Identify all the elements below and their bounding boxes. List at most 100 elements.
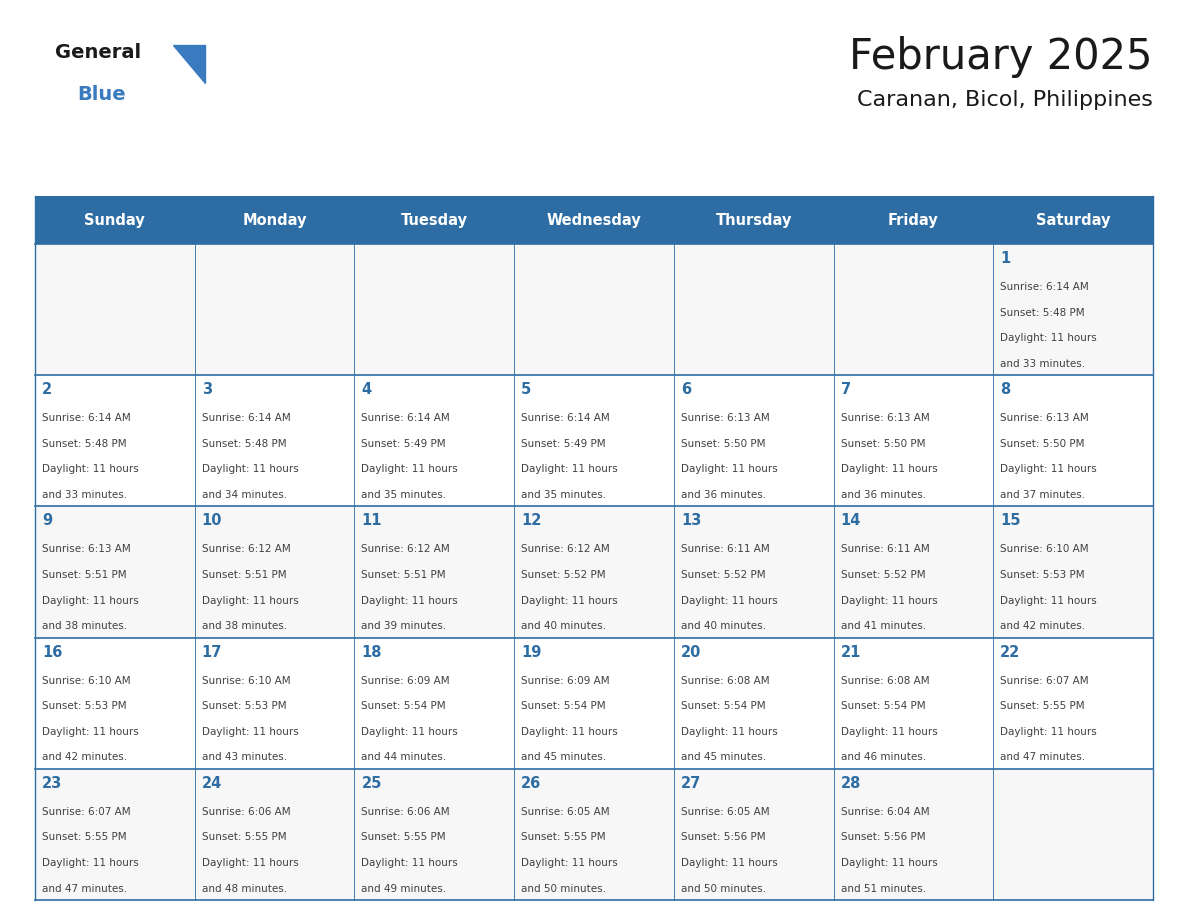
Text: Wednesday: Wednesday — [546, 212, 642, 228]
Text: Sunset: 5:52 PM: Sunset: 5:52 PM — [841, 570, 925, 580]
Text: Sunset: 5:55 PM: Sunset: 5:55 PM — [1000, 701, 1085, 711]
Bar — [354, 638, 514, 768]
Text: General: General — [55, 43, 141, 62]
Text: Sunset: 5:55 PM: Sunset: 5:55 PM — [522, 833, 606, 843]
Text: Sunset: 5:52 PM: Sunset: 5:52 PM — [681, 570, 765, 580]
Text: Sunset: 5:51 PM: Sunset: 5:51 PM — [42, 570, 127, 580]
Text: Sunrise: 6:08 AM: Sunrise: 6:08 AM — [841, 676, 929, 686]
Text: Daylight: 11 hours: Daylight: 11 hours — [202, 465, 298, 475]
Text: Sunrise: 6:08 AM: Sunrise: 6:08 AM — [681, 676, 770, 686]
Text: Sunset: 5:48 PM: Sunset: 5:48 PM — [1000, 308, 1085, 318]
Text: Sunset: 5:54 PM: Sunset: 5:54 PM — [841, 701, 925, 711]
Bar — [834, 375, 993, 507]
Text: Sunrise: 6:13 AM: Sunrise: 6:13 AM — [1000, 413, 1089, 423]
Polygon shape — [173, 45, 206, 83]
Bar — [354, 375, 514, 507]
Text: Tuesday: Tuesday — [400, 212, 468, 228]
Text: Sunset: 5:50 PM: Sunset: 5:50 PM — [1000, 439, 1085, 449]
Text: Daylight: 11 hours: Daylight: 11 hours — [202, 858, 298, 868]
Text: Sunset: 5:56 PM: Sunset: 5:56 PM — [841, 833, 925, 843]
Bar — [514, 375, 674, 507]
Bar — [195, 196, 354, 244]
Text: Daylight: 11 hours: Daylight: 11 hours — [841, 858, 937, 868]
Text: Sunset: 5:48 PM: Sunset: 5:48 PM — [42, 439, 127, 449]
Text: 25: 25 — [361, 776, 381, 790]
Text: and 33 minutes.: and 33 minutes. — [1000, 359, 1086, 369]
Text: Daylight: 11 hours: Daylight: 11 hours — [522, 465, 618, 475]
Text: and 40 minutes.: and 40 minutes. — [522, 621, 606, 632]
Bar — [834, 638, 993, 768]
Text: 26: 26 — [522, 776, 542, 790]
Text: Daylight: 11 hours: Daylight: 11 hours — [1000, 727, 1097, 737]
Text: Daylight: 11 hours: Daylight: 11 hours — [681, 596, 778, 606]
Bar — [514, 768, 674, 900]
Text: Sunset: 5:53 PM: Sunset: 5:53 PM — [1000, 570, 1085, 580]
Bar — [674, 507, 834, 638]
Text: Sunset: 5:55 PM: Sunset: 5:55 PM — [361, 833, 446, 843]
Text: Sunset: 5:54 PM: Sunset: 5:54 PM — [361, 701, 446, 711]
Bar — [834, 507, 993, 638]
Text: 8: 8 — [1000, 382, 1011, 397]
Text: and 47 minutes.: and 47 minutes. — [42, 883, 127, 893]
Bar — [354, 768, 514, 900]
Text: Daylight: 11 hours: Daylight: 11 hours — [681, 858, 778, 868]
Text: and 35 minutes.: and 35 minutes. — [522, 490, 606, 500]
Bar — [993, 244, 1154, 375]
Text: Sunrise: 6:06 AM: Sunrise: 6:06 AM — [361, 807, 450, 817]
Bar — [674, 375, 834, 507]
Bar — [514, 196, 674, 244]
Bar — [514, 244, 674, 375]
Text: and 35 minutes.: and 35 minutes. — [361, 490, 447, 500]
Text: Sunset: 5:49 PM: Sunset: 5:49 PM — [361, 439, 446, 449]
Text: Sunset: 5:52 PM: Sunset: 5:52 PM — [522, 570, 606, 580]
Text: and 36 minutes.: and 36 minutes. — [841, 490, 925, 500]
Text: and 43 minutes.: and 43 minutes. — [202, 753, 286, 762]
Text: Sunrise: 6:14 AM: Sunrise: 6:14 AM — [361, 413, 450, 423]
Text: and 33 minutes.: and 33 minutes. — [42, 490, 127, 500]
Text: and 38 minutes.: and 38 minutes. — [42, 621, 127, 632]
Text: Sunrise: 6:11 AM: Sunrise: 6:11 AM — [681, 544, 770, 554]
Text: Sunrise: 6:11 AM: Sunrise: 6:11 AM — [841, 544, 929, 554]
Bar — [354, 196, 514, 244]
Bar — [354, 244, 514, 375]
Text: and 44 minutes.: and 44 minutes. — [361, 753, 447, 762]
Text: and 46 minutes.: and 46 minutes. — [841, 753, 925, 762]
Text: and 38 minutes.: and 38 minutes. — [202, 621, 286, 632]
Text: Daylight: 11 hours: Daylight: 11 hours — [42, 596, 139, 606]
Text: Sunset: 5:48 PM: Sunset: 5:48 PM — [202, 439, 286, 449]
Text: 24: 24 — [202, 776, 222, 790]
Text: 6: 6 — [681, 382, 691, 397]
Text: Sunrise: 6:09 AM: Sunrise: 6:09 AM — [361, 676, 450, 686]
Text: Sunrise: 6:09 AM: Sunrise: 6:09 AM — [522, 676, 609, 686]
Text: Sunrise: 6:10 AM: Sunrise: 6:10 AM — [1000, 544, 1089, 554]
Text: Sunday: Sunday — [84, 212, 145, 228]
Text: 2: 2 — [42, 382, 52, 397]
Text: Sunrise: 6:13 AM: Sunrise: 6:13 AM — [42, 544, 131, 554]
Text: and 34 minutes.: and 34 minutes. — [202, 490, 286, 500]
Text: 10: 10 — [202, 513, 222, 529]
Text: Sunset: 5:56 PM: Sunset: 5:56 PM — [681, 833, 765, 843]
Bar — [514, 638, 674, 768]
Text: Sunrise: 6:05 AM: Sunrise: 6:05 AM — [681, 807, 770, 817]
Text: Daylight: 11 hours: Daylight: 11 hours — [1000, 465, 1097, 475]
Bar — [993, 507, 1154, 638]
Text: Daylight: 11 hours: Daylight: 11 hours — [681, 465, 778, 475]
Bar — [195, 638, 354, 768]
Text: and 40 minutes.: and 40 minutes. — [681, 621, 766, 632]
Text: 1: 1 — [1000, 251, 1011, 266]
Text: and 48 minutes.: and 48 minutes. — [202, 883, 286, 893]
Text: Sunset: 5:53 PM: Sunset: 5:53 PM — [202, 701, 286, 711]
Text: and 42 minutes.: and 42 minutes. — [1000, 621, 1086, 632]
Text: and 50 minutes.: and 50 minutes. — [681, 883, 766, 893]
Text: Sunrise: 6:14 AM: Sunrise: 6:14 AM — [202, 413, 290, 423]
Bar — [993, 196, 1154, 244]
Text: 4: 4 — [361, 382, 372, 397]
Text: 15: 15 — [1000, 513, 1020, 529]
Text: and 37 minutes.: and 37 minutes. — [1000, 490, 1086, 500]
Text: 20: 20 — [681, 644, 701, 660]
Text: Sunrise: 6:14 AM: Sunrise: 6:14 AM — [1000, 282, 1089, 292]
Text: Saturday: Saturday — [1036, 212, 1111, 228]
Text: 12: 12 — [522, 513, 542, 529]
Text: Blue: Blue — [77, 85, 126, 104]
Text: Sunrise: 6:10 AM: Sunrise: 6:10 AM — [42, 676, 131, 686]
